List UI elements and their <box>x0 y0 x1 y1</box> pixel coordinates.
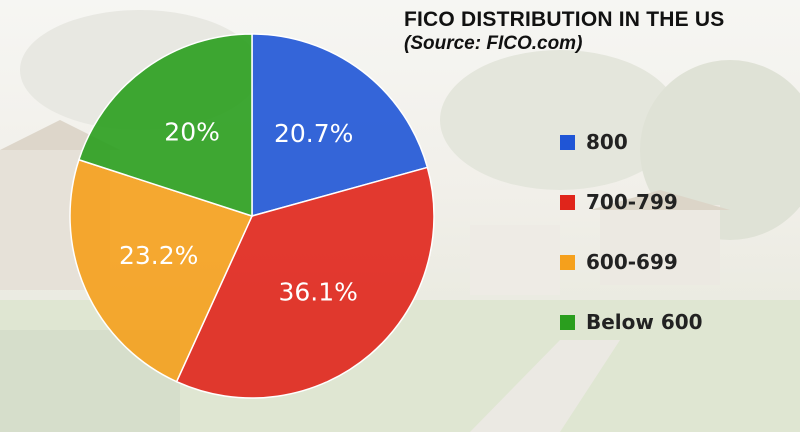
pie-slice-800 <box>251 33 429 217</box>
legend-swatch <box>560 314 575 330</box>
chart-subtitle: (Source: FICO.com) <box>404 33 583 54</box>
legend-item-800: 800 <box>560 112 703 172</box>
pie-slice-600-699 <box>69 158 254 383</box>
legend-item-700-799: 700-799 <box>560 172 703 232</box>
legend-label: 600-699 <box>586 250 678 274</box>
legend-item-below-600: Below 600 <box>560 292 703 352</box>
chart-title: FICO DISTRIBUTION IN THE US <box>404 8 725 31</box>
data-label-below-600: 20% <box>164 118 220 147</box>
pie-slice-700-799 <box>175 166 435 399</box>
data-label-800: 20.7% <box>274 119 353 148</box>
legend-swatch <box>560 194 575 210</box>
legend-label: 800 <box>586 130 628 154</box>
pie-slice-below-600 <box>77 33 253 218</box>
legend-swatch <box>560 254 575 270</box>
legend-swatch <box>560 134 575 150</box>
legend: 800 700-799 600-699 Below 600 <box>560 112 703 352</box>
legend-label: Below 600 <box>586 310 703 334</box>
data-label-600-699: 23.2% <box>119 241 198 270</box>
legend-item-600-699: 600-699 <box>560 232 703 292</box>
data-label-700-799: 36.1% <box>278 278 357 307</box>
pie-chart: 20.7% 36.1% 23.2% 20% <box>69 33 435 399</box>
legend-label: 700-799 <box>586 190 678 214</box>
